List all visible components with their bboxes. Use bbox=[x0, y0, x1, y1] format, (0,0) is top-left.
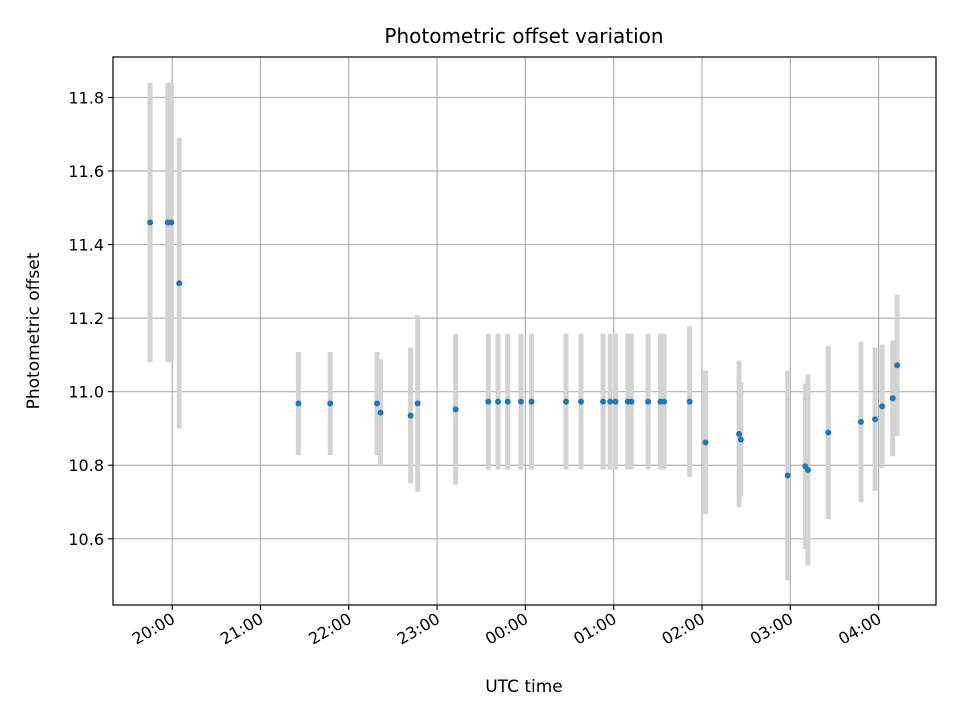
y-tick-label: 11.4 bbox=[68, 236, 104, 255]
data-point bbox=[517, 398, 524, 405]
data-point bbox=[495, 398, 502, 405]
data-point bbox=[327, 400, 334, 407]
data-point bbox=[825, 429, 832, 436]
data-point bbox=[528, 398, 535, 405]
data-point bbox=[147, 219, 154, 226]
y-tick-label: 10.6 bbox=[68, 530, 104, 549]
data-point bbox=[736, 430, 743, 437]
data-point bbox=[504, 398, 511, 405]
data-point bbox=[295, 400, 302, 407]
data-point bbox=[485, 398, 492, 405]
data-point bbox=[889, 395, 896, 402]
y-tick-label: 11.8 bbox=[68, 88, 104, 107]
data-point bbox=[628, 398, 635, 405]
data-point bbox=[414, 400, 421, 407]
plot-frame bbox=[112, 56, 937, 606]
data-point bbox=[737, 436, 744, 443]
data-point bbox=[612, 398, 619, 405]
data-point bbox=[168, 219, 175, 226]
data-point bbox=[661, 398, 668, 405]
data-point bbox=[600, 398, 607, 405]
data-point bbox=[686, 398, 693, 405]
y-axis-label: Photometric offset bbox=[24, 252, 44, 409]
grid-lines bbox=[113, 57, 936, 605]
y-tick-label: 10.8 bbox=[68, 456, 104, 475]
y-tick-label: 11.6 bbox=[68, 162, 104, 181]
data-point bbox=[452, 406, 459, 413]
data-point bbox=[374, 400, 381, 407]
x-axis-label: UTC time bbox=[485, 677, 563, 697]
data-point bbox=[607, 398, 614, 405]
y-tick-label: 11.2 bbox=[68, 309, 104, 328]
data-point bbox=[879, 403, 886, 410]
data-point bbox=[377, 409, 384, 416]
y-tick-label: 11.0 bbox=[68, 383, 104, 402]
data-point bbox=[784, 472, 791, 479]
data-point bbox=[645, 398, 652, 405]
data-point bbox=[563, 398, 570, 405]
data-point bbox=[804, 467, 811, 474]
data-point bbox=[702, 439, 709, 446]
data-points bbox=[147, 219, 901, 479]
data-point bbox=[894, 362, 901, 369]
chart-title: Photometric offset variation bbox=[384, 24, 663, 48]
data-point bbox=[857, 418, 864, 425]
data-point bbox=[407, 412, 414, 419]
data-point bbox=[176, 280, 183, 287]
data-point bbox=[578, 398, 585, 405]
data-point bbox=[872, 416, 879, 423]
